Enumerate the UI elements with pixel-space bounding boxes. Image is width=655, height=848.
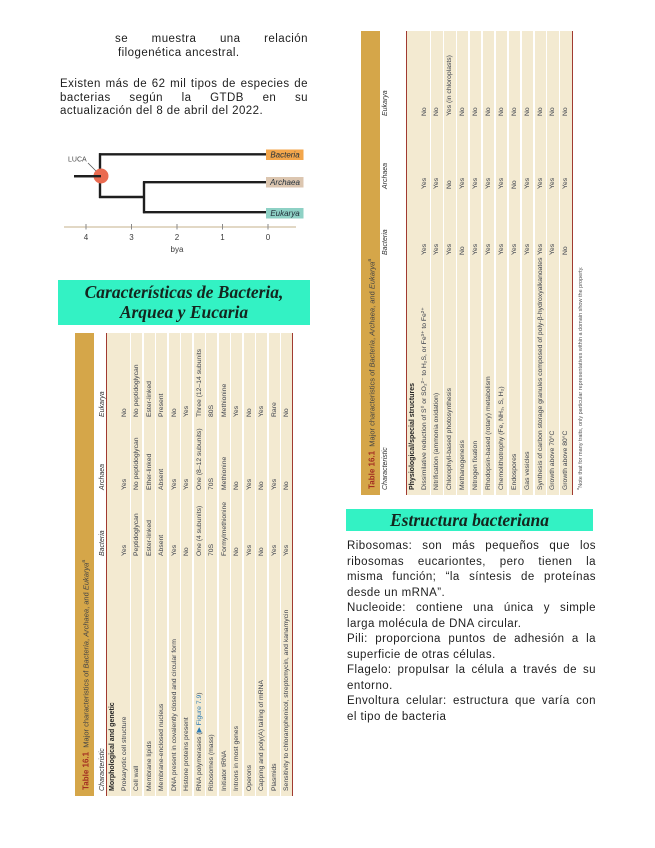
svg-text:0: 0	[266, 233, 271, 242]
svg-text:Archaea: Archaea	[269, 178, 300, 187]
svg-text:2: 2	[175, 233, 180, 242]
svg-text:Eukarya: Eukarya	[270, 209, 300, 218]
svg-text:4: 4	[84, 233, 89, 242]
svg-text:1: 1	[220, 233, 225, 242]
svg-text:Bacteria: Bacteria	[270, 151, 300, 160]
svg-text:LUCA: LUCA	[68, 157, 87, 164]
svg-text:3: 3	[129, 233, 134, 242]
svg-text:bya: bya	[171, 245, 184, 254]
